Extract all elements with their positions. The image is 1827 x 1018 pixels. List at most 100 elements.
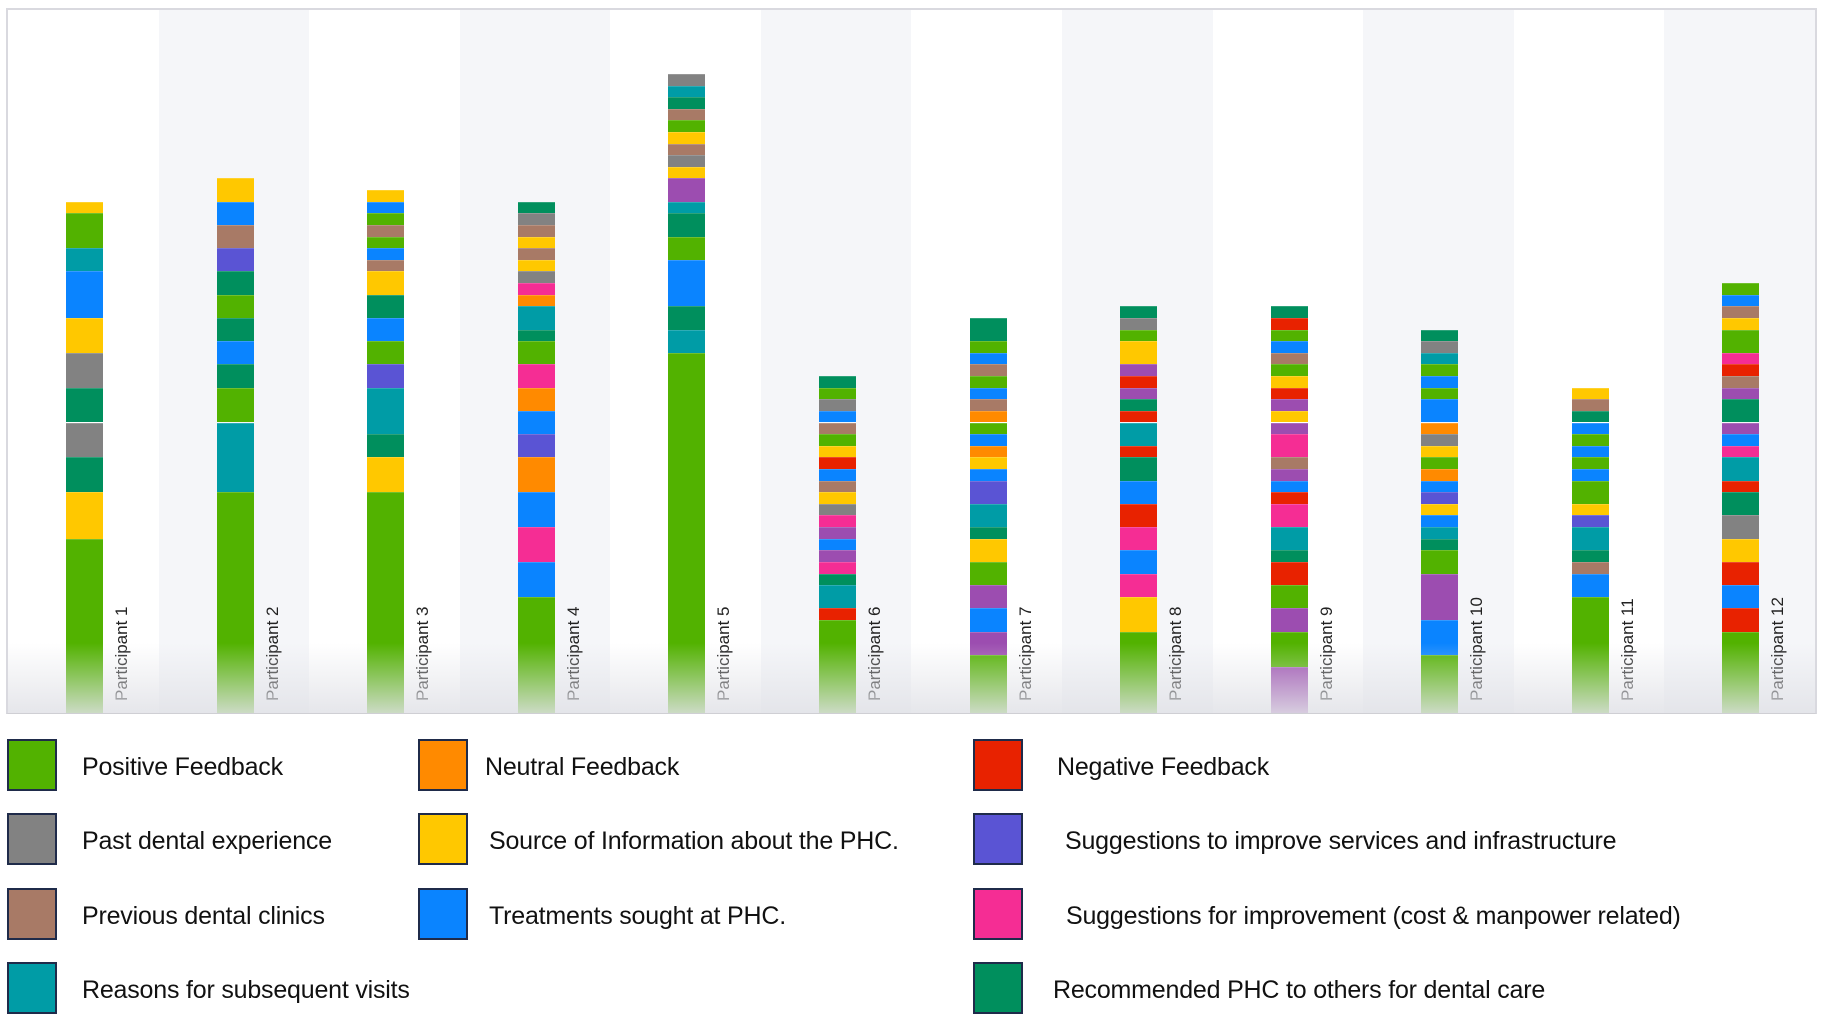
- bar-segment: [367, 364, 405, 388]
- bar-segment: [1120, 422, 1158, 446]
- bar-segment: [1421, 399, 1459, 423]
- bar-segment: [818, 422, 856, 435]
- bar-segment: [1421, 550, 1459, 574]
- bar-segment: [66, 213, 103, 249]
- bar-segment: [1270, 585, 1308, 609]
- bar-segment: [818, 561, 856, 574]
- bar-segment: [818, 527, 856, 539]
- bar-segment: [216, 341, 254, 365]
- bar-segment: [1722, 387, 1760, 400]
- bar-segment: [216, 364, 254, 388]
- bar-segment: [818, 620, 856, 713]
- legend-swatch: [7, 962, 57, 1014]
- bar-segment: [668, 97, 706, 109]
- x-tick-label: Participant 5: [714, 606, 734, 702]
- bar-segment: [517, 387, 555, 411]
- bar-segment: [1571, 480, 1609, 504]
- x-tick-label: Participant 7: [1015, 606, 1035, 702]
- bar-segment: [1270, 492, 1308, 504]
- bar-segment: [969, 561, 1007, 586]
- bar-segment: [1421, 515, 1459, 528]
- bar-segment: [969, 538, 1007, 562]
- bar-segment: [1722, 317, 1760, 330]
- bar-segment: [1421, 364, 1459, 376]
- bar-segment: [517, 259, 555, 272]
- bar-segment: [1571, 596, 1609, 713]
- bar-segment: [517, 341, 555, 365]
- legend-label: Previous dental clinics: [82, 902, 325, 930]
- bar-segment: [818, 608, 856, 621]
- bar-segment: [818, 550, 856, 562]
- bar-segment: [367, 341, 405, 365]
- bar-segment: [367, 248, 405, 260]
- legend-swatch: [973, 813, 1023, 865]
- bar-segment: [1421, 527, 1459, 539]
- bar-segment: [1722, 457, 1760, 481]
- bar-segment: [1722, 294, 1760, 307]
- bar-segment: [1120, 387, 1158, 400]
- bar-segment: [1120, 596, 1158, 632]
- bar-segment: [969, 457, 1007, 469]
- bar-segment: [517, 283, 555, 295]
- bar-segment: [1421, 468, 1459, 481]
- bar-segment: [1270, 329, 1308, 342]
- bar-segment: [818, 399, 856, 411]
- bar-segment: [1722, 631, 1760, 713]
- bar-segment: [367, 201, 405, 214]
- bar-segment: [969, 503, 1007, 528]
- bar-segment: [367, 492, 405, 713]
- bar-segment: [517, 224, 555, 237]
- bar-segment: [367, 190, 405, 202]
- bar-segment: [1722, 376, 1760, 388]
- bar-segment: [1722, 538, 1760, 562]
- bar-segment: [1571, 503, 1609, 516]
- bar-segment: [517, 271, 555, 284]
- bar-segment: [969, 468, 1007, 481]
- bar-segment: [367, 224, 405, 237]
- legend-swatch: [418, 739, 468, 791]
- bar-segment: [367, 213, 405, 225]
- bar-segment: [1421, 457, 1459, 469]
- bar-segment: [1120, 445, 1158, 458]
- bar-segment: [367, 271, 405, 295]
- x-tick-label: Participant 3: [413, 606, 433, 702]
- bar-segment: [66, 538, 103, 713]
- bar-segment: [216, 317, 254, 342]
- bar-segment: [668, 201, 706, 214]
- legend-swatch: [7, 888, 57, 940]
- bar-segment: [1120, 341, 1158, 365]
- bar-segment: [1571, 410, 1609, 423]
- bar-segment: [818, 410, 856, 423]
- bar-segment: [1722, 585, 1760, 609]
- bar-segment: [818, 468, 856, 481]
- bar-segment: [668, 85, 706, 98]
- legend-label: Treatments sought at PHC.: [489, 902, 786, 930]
- bar-segment: [1270, 317, 1308, 330]
- legend-label: Suggestions for improvement (cost & manp…: [1066, 902, 1681, 930]
- bar-segment: [1722, 608, 1760, 632]
- bar-segment: [517, 306, 555, 330]
- bar-segment: [517, 329, 555, 342]
- bar-segment: [969, 422, 1007, 435]
- legend-label: Negative Feedback: [1057, 753, 1270, 781]
- bar-segment: [1421, 376, 1459, 388]
- legend-swatch: [418, 813, 468, 865]
- bar-segment: [517, 527, 555, 562]
- bar-segment: [818, 573, 856, 586]
- bar-segment: [1722, 352, 1760, 365]
- x-tick-label: Participant 12: [1768, 597, 1788, 701]
- bar-segment: [1120, 573, 1158, 597]
- bar-segment: [517, 248, 555, 260]
- bar-segment: [1120, 631, 1158, 713]
- bar-segment: [1270, 527, 1308, 551]
- bar-segment: [216, 492, 254, 713]
- stacked-bar-chart: Participant 1 Participant 2 Participant 3 P…: [6, 8, 1817, 714]
- bar-segment: [1270, 631, 1308, 667]
- bar-segment: [1722, 480, 1760, 493]
- bar-segment: [216, 271, 254, 295]
- bar-segment: [1270, 376, 1308, 388]
- bar-segment: [66, 387, 103, 423]
- bar-segment: [1270, 503, 1308, 528]
- bar-segment: [1571, 422, 1609, 435]
- bar-segment: [1722, 422, 1760, 435]
